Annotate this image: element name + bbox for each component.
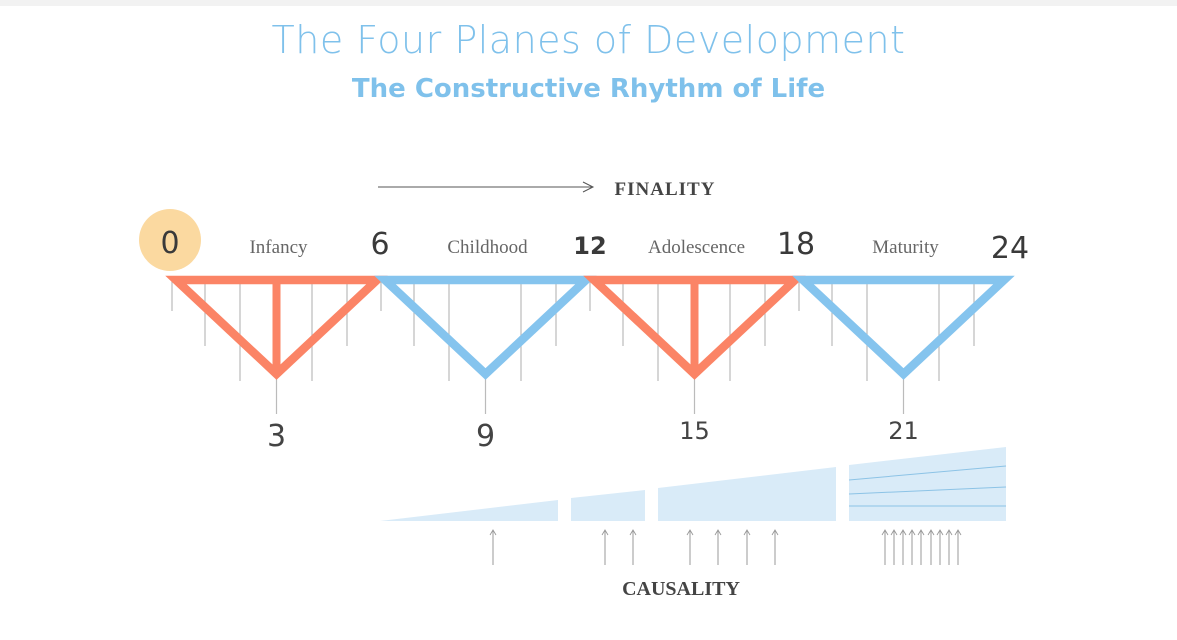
midpoint-age-label: 15	[679, 417, 710, 445]
start-circle	[139, 209, 201, 271]
boundary-age-label: 6	[370, 227, 389, 262]
arrow-up-icon	[890, 529, 898, 536]
arrow-up-icon	[686, 529, 694, 536]
arrow-up-icon	[954, 529, 962, 536]
arrow-up-icon	[743, 529, 751, 536]
plane-label: Adolescence	[648, 237, 745, 258]
causality-label: CAUSALITY	[622, 578, 740, 600]
plane-label: Childhood	[447, 237, 528, 258]
arrow-up-icon	[601, 529, 609, 536]
causality-layer-line	[848, 486, 1007, 495]
midpoint-age-label: 3	[267, 419, 286, 454]
top-bar	[0, 0, 1177, 6]
arrow-up-icon	[899, 529, 907, 536]
midpoint-age-label: 9	[476, 419, 495, 454]
arrow-up-icon	[629, 529, 637, 536]
boundary-age-label: 0	[160, 226, 179, 261]
finality-arrowhead-icon	[582, 181, 595, 193]
plane-triangle-childhood	[374, 275, 597, 380]
finality-label: FINALITY	[615, 179, 716, 200]
arrow-up-icon	[771, 529, 779, 536]
boundary-age-label: 24	[991, 231, 1029, 266]
midpoint-age-label: 21	[888, 417, 919, 445]
arrow-up-icon	[945, 529, 953, 536]
arrow-up-icon	[917, 529, 925, 536]
plane-label: Maturity	[872, 237, 939, 258]
arrow-up-icon	[489, 529, 497, 536]
page-title: The Four Planes of Development	[271, 18, 906, 62]
boundary-age-label: 12	[573, 232, 606, 260]
causality-wedge	[571, 490, 645, 521]
arrow-up-icon	[936, 529, 944, 536]
arrow-up-icon	[881, 529, 889, 536]
plane-label: Infancy	[249, 237, 308, 258]
page-subtitle: The Constructive Rhythm of Life	[351, 74, 826, 104]
arrow-up-icon	[927, 529, 935, 536]
boundary-age-label: 18	[777, 227, 815, 262]
causality-wedge	[658, 467, 836, 521]
causality-layer-line	[848, 465, 1007, 481]
causality-wedge	[849, 447, 1006, 521]
plane-triangle-maturity	[792, 275, 1015, 380]
arrow-up-icon	[908, 529, 916, 536]
arrow-up-icon	[714, 529, 722, 536]
causality-wedge	[380, 500, 558, 521]
